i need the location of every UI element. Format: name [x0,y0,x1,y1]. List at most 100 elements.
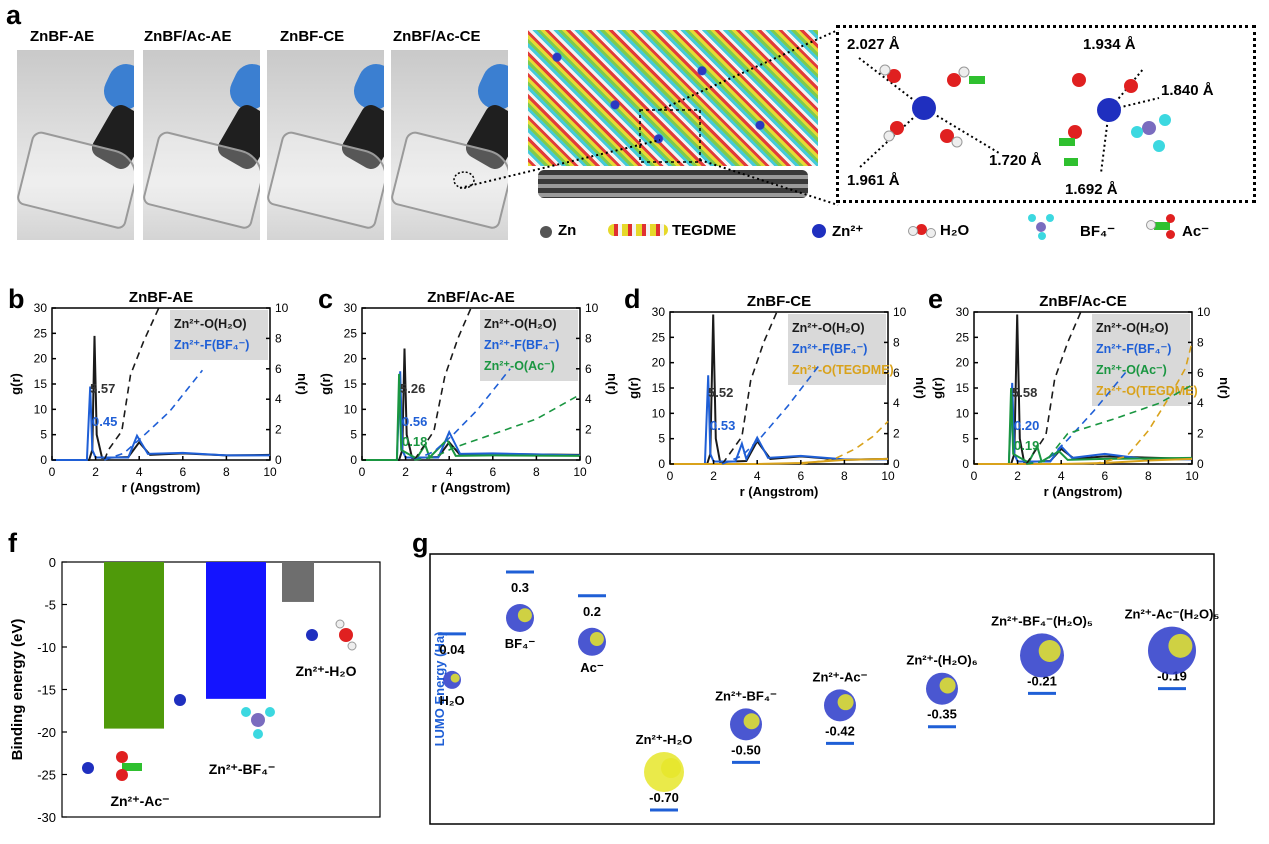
series-line [414,393,581,461]
orbital-isosurface [450,673,460,683]
y-tick-label: 0 [49,555,56,570]
chart-title: ZnBF-CE [747,293,811,310]
x-axis-label: r (Angstrom) [122,480,201,495]
rdf-chart-e: ZnBF/Ac-CE Zn²⁺-O(H₂O) Zn²⁺-F(BF₄⁻) Zn²⁺-O(… [930,293,1232,499]
bar [206,562,266,699]
lumo-value-label: 0.2 [583,604,601,619]
orbital-isosurface [1168,633,1193,658]
x-tick-label: 6 [797,469,804,483]
x-tick-label: 0 [971,469,978,483]
acetate-icon [1146,214,1176,240]
oxygen-atom-icon [116,751,128,763]
y2-tick-label: 6 [585,362,592,376]
y-tick-label: 5 [962,432,969,446]
y2-tick-label: 2 [893,427,900,441]
oxygen-atom-icon [116,769,128,781]
x-tick-label: 6 [179,465,186,479]
legend-entry: Zn²⁺-O(H₂O) [1096,321,1169,335]
x-tick-label: 4 [446,465,453,479]
y-tick-label: 15 [344,377,358,391]
photo-title-2: ZnBF/Ac-AE [144,28,232,45]
coordination-number-label: 0.53 [710,418,735,433]
legend-entry: Zn²⁺-O(Ac⁻) [484,359,555,373]
bar-category-label: Zn²⁺-BF₄⁻ [209,761,276,777]
x-axis-label: r (Angstrom) [432,480,511,495]
x-tick-label: 2 [402,465,409,479]
series-line [721,311,778,465]
coordination-number-label: 0.19 [1014,438,1039,453]
orbital-isosurface [743,713,760,730]
legend-background [788,314,886,385]
series-line [1093,342,1193,465]
series-line [1026,384,1193,465]
y-axis-label: LUMO Energy (Ha) [432,632,447,747]
y2-tick-label: 0 [893,457,900,471]
zn-ion-icon [306,629,318,641]
x-tick-label: 8 [1145,469,1152,483]
y2-tick-label: 0 [1197,457,1204,471]
series-line [413,307,472,461]
y-tick-label: -5 [44,598,56,613]
series-line [721,363,822,465]
y-tick-label: 5 [350,428,357,442]
coordination-number-label: 0.18 [402,434,427,449]
y2-tick-label: 10 [893,305,907,319]
y-tick-label: 15 [956,381,970,395]
panel-label-a: a [6,0,22,30]
y-tick-label: 0 [658,457,665,471]
series-line [413,368,511,461]
solvation-structures [858,57,1171,174]
x-tick-label: 8 [223,465,230,479]
x-tick-label: 10 [881,469,895,483]
distance-label: 1.934 Å [1083,36,1136,53]
y2-tick-label: 10 [585,301,599,315]
lumo-value-label: -0.35 [927,707,957,722]
bar-category-label: Zn²⁺-Ac⁻ [110,793,169,809]
y2-tick-label: 10 [1197,305,1211,319]
series-line [670,375,888,465]
species-label: Zn²⁺-Ac⁻ [813,669,868,684]
y2-tick-label: 8 [585,331,592,345]
panel-label-b: b [8,284,25,314]
series-line [52,386,270,461]
y-tick-label: 25 [34,326,48,340]
legend-entry: Zn²⁺-O(TEGDME) [1096,384,1198,398]
lumo-value-label: 0.3 [511,580,529,595]
distance-label: 1.840 Å [1161,82,1214,99]
series-line [670,457,889,465]
y-tick-label: 30 [652,305,666,319]
y-axis-label: g(r) [930,377,945,399]
y2-tick-label: 4 [893,396,900,410]
chart-title: ZnBF/Ac-AE [427,289,515,306]
y2-tick-label: 2 [585,423,592,437]
x-tick-label: 6 [1101,469,1108,483]
orbital-isosurface [1038,639,1061,662]
distance-label: 2.027 Å [847,36,900,53]
rdf-chart-c: ZnBF/Ac-AE Zn²⁺-O(H₂O) Zn²⁺-F(BF₄⁻) Zn²⁺-O(… [318,289,620,495]
acetate-icon [122,763,142,771]
lumo-value-label: -0.42 [825,723,855,738]
y2-tick-label: 10 [275,301,289,315]
zn-ion-icon [82,762,94,774]
vial-photo-2 [143,50,260,240]
species-label: Zn²⁺-Ac⁻(H₂O)₅ [1125,607,1220,622]
orbital-isosurface [939,677,956,694]
y-tick-label: 0 [962,457,969,471]
legend-entry: Zn²⁺-O(Ac⁻) [1096,363,1167,377]
x-tick-label: 0 [667,469,674,483]
y-axis-label: g(r) [318,373,333,395]
panel-label-e: e [928,284,944,314]
y-tick-label: 15 [652,381,666,395]
hydrogen-atom-icon [347,641,357,651]
y-tick-label: 30 [34,301,48,315]
y-tick-label: 10 [652,406,666,420]
zn2-ion-icon [812,224,826,238]
bf4-icon [1028,214,1054,240]
x-tick-label: 4 [136,465,143,479]
binding-energy-chart: 0 -5 -10 -15 -20 -25 -30 Binding energy (eV) Zn²… [9,555,381,825]
orbital-isosurface [589,632,604,646]
bar-category-label: Zn²⁺-H₂O [295,663,356,679]
x-tick-label: 0 [49,465,56,479]
hydrogen-atom-icon [335,619,345,629]
fluorine-atom-icon [265,707,275,717]
